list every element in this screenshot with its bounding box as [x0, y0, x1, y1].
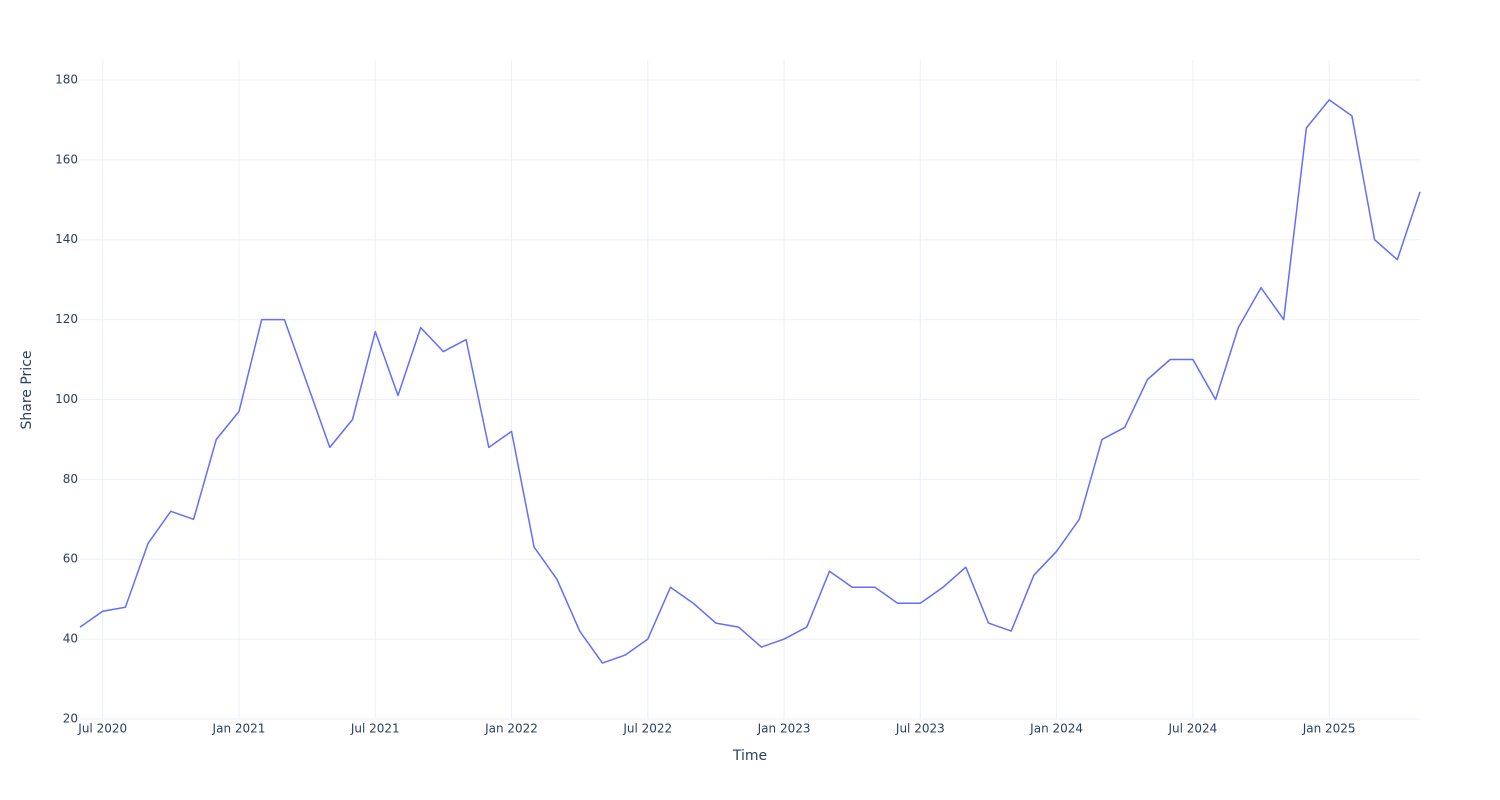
x-tick-label: Jul 2020 — [77, 722, 127, 736]
x-tick-label: Jan 2021 — [212, 722, 266, 736]
x-tick-label: Jul 2022 — [622, 722, 672, 736]
x-tick-label: Jul 2024 — [1167, 722, 1217, 736]
x-tick-label: Jan 2024 — [1029, 722, 1083, 736]
y-axis-title: Share Price — [19, 350, 35, 429]
x-tick-label: Jul 2023 — [895, 722, 945, 736]
x-tick-label: Jan 2023 — [757, 722, 811, 736]
y-tick-label: 120 — [55, 312, 78, 326]
y-tick-label: 100 — [55, 392, 78, 406]
x-tick-label: Jul 2021 — [350, 722, 400, 736]
y-tick-label: 180 — [55, 72, 78, 86]
x-tick-label: Jan 2025 — [1302, 722, 1356, 736]
y-tick-label: 20 — [63, 712, 78, 726]
x-axis-title: Time — [732, 748, 767, 764]
y-tick-label: 80 — [63, 472, 78, 486]
y-tick-label: 160 — [55, 152, 78, 166]
y-tick-label: 140 — [55, 232, 78, 246]
x-tick-label: Jan 2022 — [484, 722, 538, 736]
y-tick-label: 40 — [63, 632, 78, 646]
y-tick-label: 60 — [63, 552, 78, 566]
price-line — [79, 99, 1421, 664]
